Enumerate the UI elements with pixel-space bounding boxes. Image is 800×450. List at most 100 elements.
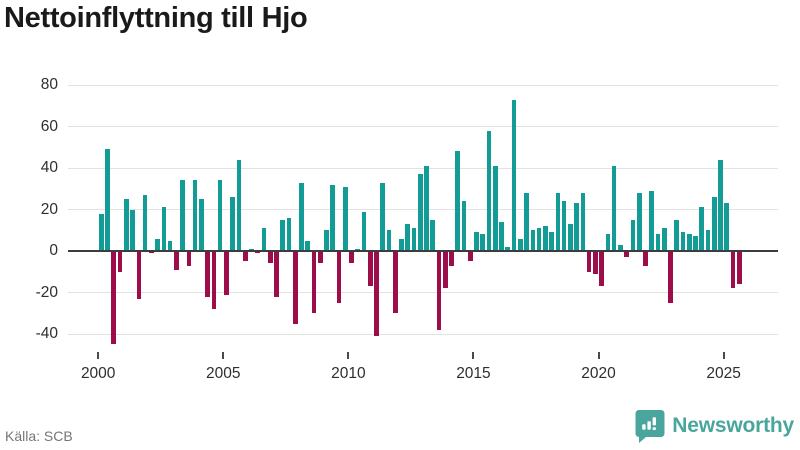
bar-2002-q1 — [149, 251, 154, 254]
bar-2002-q4 — [167, 240, 173, 251]
gridline — [68, 333, 778, 335]
x-axis-tick-mark — [222, 352, 225, 359]
bar-2006-q2 — [255, 251, 260, 254]
bar-2011-q4 — [392, 251, 398, 314]
bar-2017-q4 — [543, 226, 548, 251]
bar-2021-q3 — [636, 192, 642, 251]
bar-2018-q1 — [549, 232, 554, 251]
x-axis-tick-label: 2020 — [581, 365, 616, 382]
source-label: Källa: SCB — [5, 428, 73, 444]
bar-2015-q1 — [474, 232, 479, 251]
gridline — [68, 292, 778, 293]
x-axis-tick-mark — [722, 352, 725, 359]
bar-2004-q2 — [205, 251, 210, 297]
bar-2008-q4 — [317, 251, 323, 264]
gridline — [68, 84, 778, 86]
bar-2000-q3 — [111, 251, 117, 345]
gridline — [68, 167, 778, 169]
bar-2001-q2 — [130, 209, 135, 251]
bar-2017-q3 — [536, 228, 542, 251]
bar-2012-q2 — [405, 224, 411, 251]
bar-2008-q2 — [305, 240, 311, 251]
x-axis-tick-mark — [97, 352, 100, 359]
x-axis-tick-label: 2000 — [80, 365, 116, 382]
bar-2000-q4 — [117, 251, 123, 272]
newsworthy-brand: Newsworthy — [635, 406, 794, 446]
x-axis-tick-label: 2010 — [331, 365, 366, 382]
bar-2015-q3 — [486, 130, 492, 251]
bar-2023-q3 — [686, 234, 692, 251]
bar-2004-q3 — [211, 251, 217, 310]
x-axis-tick-label: 2025 — [706, 365, 741, 382]
bar-2001-q3 — [136, 251, 142, 299]
bar-2003-q4 — [192, 180, 198, 251]
bar-2014-q2 — [455, 151, 461, 251]
bar-2008-q3 — [311, 251, 317, 314]
bar-2006-q4 — [267, 251, 273, 264]
bar-2002-q3 — [161, 207, 167, 251]
bar-2012-q1 — [399, 238, 404, 251]
bar-2003-q2 — [180, 180, 185, 251]
bar-2010-q2 — [355, 248, 361, 251]
bar-2024-q2 — [705, 230, 711, 251]
x-axis-tick-label: 2005 — [206, 365, 241, 382]
bar-2009-q2 — [330, 184, 336, 251]
y-axis-tick-label: -20 — [35, 283, 58, 301]
bar-2005-q3 — [236, 159, 242, 251]
bar-2019-q3 — [586, 251, 592, 272]
bar-2019-q1 — [574, 203, 579, 251]
bar-2011-q1 — [374, 251, 379, 337]
bar-2004-q4 — [217, 180, 223, 251]
bar-2005-q4 — [242, 251, 248, 262]
y-axis-tick-label: 40 — [40, 159, 58, 176]
bar-2016-q3 — [511, 99, 517, 251]
bar-2004-q1 — [199, 199, 204, 251]
bar-2017-q1 — [524, 192, 529, 251]
bar-2018-q2 — [555, 192, 561, 251]
brand-name: Newsworthy — [672, 414, 794, 437]
bar-2019-q4 — [593, 251, 598, 274]
bar-2016-q4 — [517, 238, 523, 251]
bar-2014-q1 — [449, 251, 454, 266]
x-axis-tick-mark — [347, 352, 350, 359]
bar-2017-q2 — [530, 230, 536, 251]
bar-2013-q2 — [430, 219, 436, 251]
bar-2021-q1 — [624, 251, 629, 258]
bar-2001-q4 — [142, 194, 148, 251]
y-axis-tick-label: -40 — [35, 325, 58, 342]
bar-2014-q3 — [461, 201, 467, 251]
bar-2016-q1 — [499, 221, 504, 251]
bar-2007-q1 — [274, 251, 279, 297]
bar-2000-q2 — [105, 149, 110, 251]
bar-2024-q1 — [699, 207, 705, 251]
bar-2007-q2 — [280, 219, 286, 251]
bar-2002-q2 — [155, 238, 160, 251]
bar-2025-q2 — [730, 251, 736, 289]
bar-2015-q2 — [480, 234, 486, 251]
bar-2013-q1 — [424, 165, 429, 251]
y-axis-tick-label: 80 — [40, 76, 58, 93]
bar-2013-q4 — [442, 251, 448, 289]
x-axis-tick-mark — [472, 352, 475, 359]
bar-2003-q3 — [186, 251, 192, 266]
bar-2025-q1 — [724, 203, 730, 251]
bar-2020-q1 — [599, 251, 604, 287]
gridline — [68, 209, 778, 210]
y-axis-tick-label: 60 — [40, 117, 58, 135]
bar-2022-q3 — [661, 228, 667, 251]
bar-2023-q1 — [674, 219, 680, 251]
bar-2013-q3 — [436, 251, 442, 330]
bar-2016-q2 — [505, 246, 511, 251]
bar-2024-q4 — [718, 159, 723, 251]
bar-2022-q2 — [655, 234, 661, 251]
bar-2020-q3 — [611, 165, 617, 251]
bar-2011-q2 — [380, 182, 386, 251]
bar-2008-q1 — [299, 182, 304, 251]
bar-2015-q4 — [492, 165, 498, 251]
bar-2010-q4 — [367, 251, 373, 287]
bar-2012-q4 — [417, 174, 423, 251]
bar-2010-q3 — [361, 211, 367, 251]
bar-2009-q3 — [336, 251, 342, 303]
bar-2023-q2 — [680, 232, 686, 251]
